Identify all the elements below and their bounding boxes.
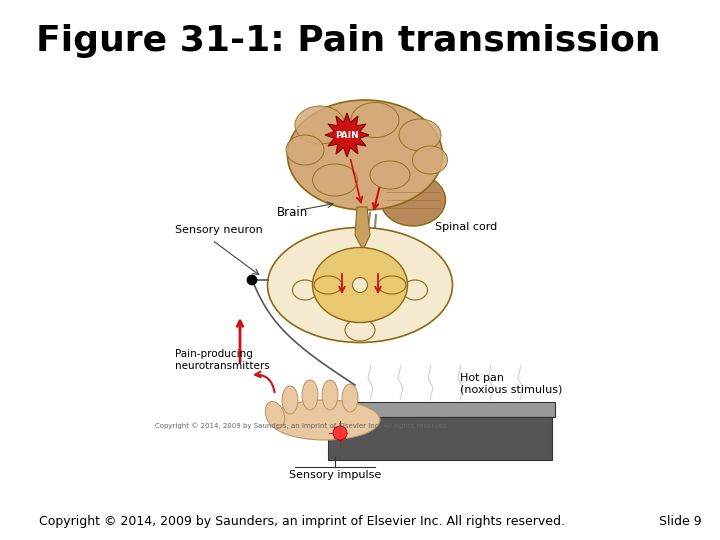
FancyBboxPatch shape — [328, 417, 552, 460]
Ellipse shape — [268, 227, 452, 342]
Ellipse shape — [333, 426, 347, 440]
Ellipse shape — [286, 135, 324, 165]
Ellipse shape — [380, 174, 446, 226]
Ellipse shape — [312, 164, 358, 196]
Ellipse shape — [342, 384, 358, 412]
Text: Brain: Brain — [277, 206, 308, 219]
Ellipse shape — [270, 400, 380, 440]
Text: Pain-producing
neurotransmitters: Pain-producing neurotransmitters — [175, 349, 270, 371]
Text: Copyright © 2014, 2009 by Saunders, an imprint of Elsevier Inc. All rights reser: Copyright © 2014, 2009 by Saunders, an i… — [156, 422, 449, 429]
Ellipse shape — [351, 103, 399, 138]
Ellipse shape — [312, 247, 408, 322]
Ellipse shape — [265, 401, 284, 429]
Ellipse shape — [413, 146, 448, 174]
Ellipse shape — [353, 278, 367, 293]
Ellipse shape — [302, 380, 318, 410]
Ellipse shape — [370, 161, 410, 189]
Ellipse shape — [322, 380, 338, 410]
Text: Figure 31-1: Pain transmission: Figure 31-1: Pain transmission — [36, 24, 661, 58]
Text: Copyright © 2014, 2009 by Saunders, an imprint of Elsevier Inc. All rights reser: Copyright © 2014, 2009 by Saunders, an i… — [40, 515, 565, 528]
Ellipse shape — [402, 280, 428, 300]
Ellipse shape — [378, 276, 406, 294]
Ellipse shape — [282, 386, 298, 414]
Ellipse shape — [247, 275, 257, 285]
Ellipse shape — [399, 119, 441, 151]
Text: Sensory neuron: Sensory neuron — [175, 225, 263, 235]
FancyBboxPatch shape — [325, 402, 555, 417]
Text: Sensory impulse: Sensory impulse — [289, 470, 381, 480]
Polygon shape — [325, 113, 369, 157]
Polygon shape — [355, 207, 370, 250]
Ellipse shape — [314, 276, 342, 294]
Text: Slide 9: Slide 9 — [660, 515, 702, 528]
Text: Spinal cord: Spinal cord — [435, 222, 498, 232]
Text: PAIN: PAIN — [335, 131, 359, 139]
Ellipse shape — [345, 319, 375, 341]
Ellipse shape — [287, 100, 443, 210]
Ellipse shape — [295, 106, 345, 144]
Text: Hot pan
(noxious stimulus): Hot pan (noxious stimulus) — [460, 373, 562, 395]
Ellipse shape — [292, 280, 318, 300]
